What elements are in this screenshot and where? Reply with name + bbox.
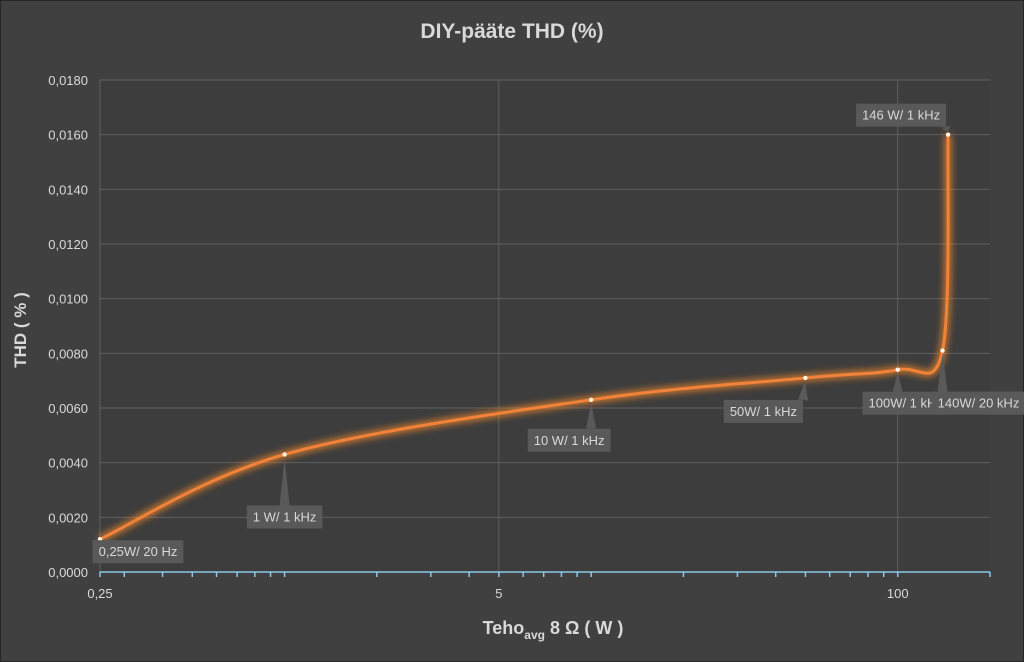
data-label-box — [862, 391, 949, 415]
x-axis-title-subscript: avg — [524, 628, 545, 642]
data-point — [940, 348, 945, 353]
plot-area — [100, 80, 990, 572]
data-label: 10 W/ 1 kHz — [534, 433, 605, 448]
x-axis-title-rest: 8 Ω ( W ) — [545, 618, 623, 638]
data-label: 140W/ 20 kHz — [938, 396, 1020, 411]
data-label-leader — [798, 380, 808, 401]
y-tick-label: 0,0060 — [48, 401, 88, 416]
y-tick-label: 0,0160 — [48, 128, 88, 143]
x-tick-label: 0,25 — [87, 586, 112, 601]
data-label: 146 W/ 1 kHz — [862, 108, 940, 123]
y-tick-label: 0,0020 — [48, 510, 88, 525]
data-label-box — [246, 505, 323, 529]
y-tick-label: 0,0180 — [48, 73, 88, 88]
data-label-layer: 0,25W/ 20 Hz 1 W/ 1 kHz 10 W/ 1 kHz 50W/ 1 … — [92, 103, 1024, 564]
data-label-leader — [279, 457, 290, 506]
y-tick-label: 0,0120 — [48, 237, 88, 252]
data-label-leader — [892, 372, 903, 392]
data-point — [803, 375, 808, 381]
data-label-box — [931, 391, 1024, 415]
data-label-box — [527, 428, 611, 452]
data-point — [895, 367, 900, 372]
data-label-leader — [941, 125, 951, 132]
y-tick-label: 0,0100 — [48, 292, 88, 307]
data-label-box — [723, 399, 804, 423]
data-point — [282, 452, 287, 457]
x-tick-label: 100 — [887, 586, 909, 601]
chart-title: DIY-pääte THD (%) — [420, 20, 603, 43]
y-tick-label: 0,0000 — [48, 565, 88, 580]
y-tick-label: 0,0140 — [48, 182, 88, 197]
data-label-leader — [937, 353, 948, 392]
x-axis-title-main: Teho — [483, 618, 525, 638]
y-tick-label: 0,0040 — [48, 456, 88, 471]
data-label: 50W/ 1 kHz — [730, 404, 797, 419]
y-tick-label: 0,0080 — [48, 346, 88, 361]
data-label: 100W/ 1 kHz — [869, 396, 943, 411]
grid-layer — [99, 79, 990, 572]
axis-layer: 0,0000 0,0020 0,0040 0,0060 0,0080 0,0100 0,01… — [48, 73, 991, 601]
data-label: 0,25W/ 20 Hz — [99, 544, 178, 559]
x-tick-label: 5 — [495, 586, 502, 601]
data-point — [945, 132, 951, 137]
data-label-box — [856, 103, 947, 127]
data-label-box — [92, 540, 184, 564]
x-axis-title: Tehoavg 8 Ω ( W ) — [483, 618, 624, 642]
data-label-leader — [586, 402, 597, 429]
data-label: 1 W/ 1 kHz — [253, 509, 317, 524]
series-layer — [97, 132, 952, 543]
data-point — [588, 397, 594, 402]
y-axis-title: THD ( % ) — [11, 292, 30, 368]
